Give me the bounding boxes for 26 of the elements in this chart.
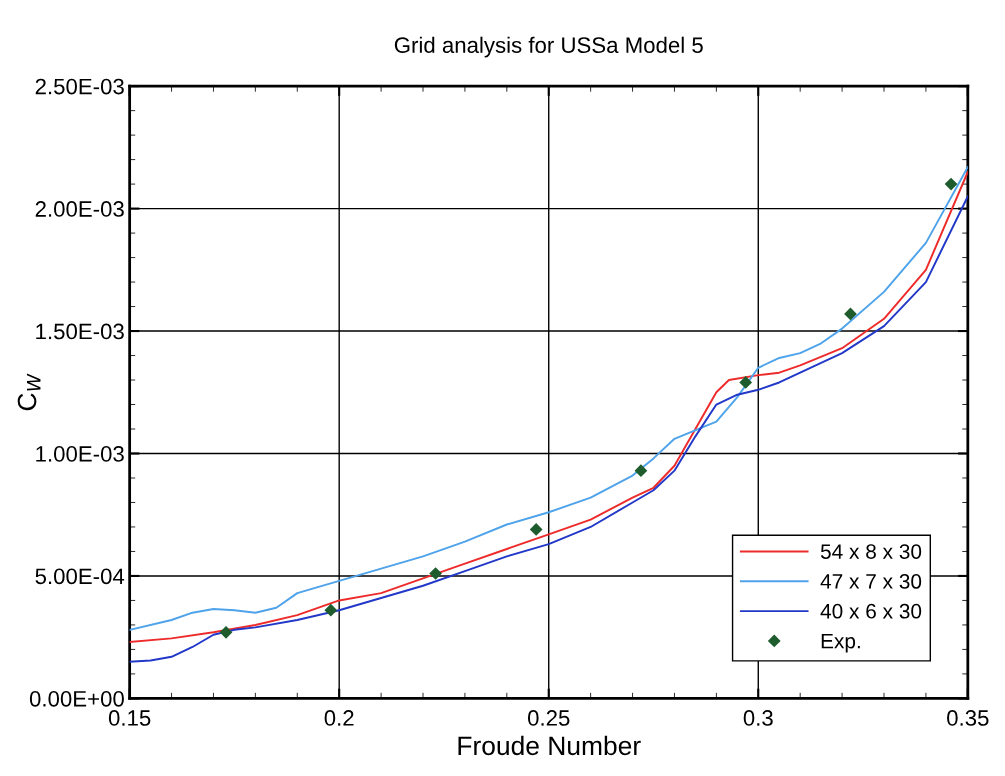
point: [944, 177, 958, 191]
legend-label: 40 x 6 x 30: [820, 603, 922, 619]
point: [219, 625, 233, 639]
y-tick-label: 5.00E-04: [35, 568, 125, 585]
x-axis-title: Froude Number: [458, 735, 641, 756]
y-tick-label: 2.00E-03: [35, 201, 124, 217]
legend-label: 54 x 8 x 30: [820, 544, 922, 559]
y-axis-title: C$_{W}$: [17, 373, 41, 411]
point: [844, 307, 857, 321]
legend-label: 47 x 7 x 30: [820, 574, 922, 589]
x-tick-label: 0.15: [108, 710, 151, 726]
point: [429, 567, 442, 580]
x-tick-label: 0.25: [527, 710, 570, 726]
point: [634, 464, 648, 477]
x-tick-label: 0.3: [743, 710, 773, 726]
point: [324, 603, 338, 617]
x-tick-label: 0.35: [947, 710, 989, 726]
y-tick-label: 1.00E-03: [36, 446, 124, 462]
y-tick-label: 1.50E-03: [36, 323, 124, 340]
legend-label: Exp.: [821, 633, 860, 653]
point: [739, 376, 753, 389]
x-tick-label: 0.2: [324, 710, 354, 726]
y-tick-label: 0.00E+00: [29, 690, 124, 707]
y-tick-label: 2.50E-03: [35, 78, 124, 95]
point: [529, 523, 543, 536]
chart-title: Grid analysis for USSa Model 5: [394, 36, 703, 58]
